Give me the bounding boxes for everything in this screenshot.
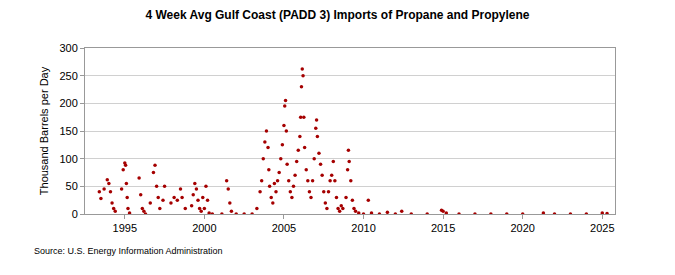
svg-text:150: 150: [59, 125, 77, 137]
svg-text:1995: 1995: [113, 222, 137, 234]
svg-text:4 Week Avg Gulf Coast (PADD 3): 4 Week Avg Gulf Coast (PADD 3) Imports o…: [145, 8, 529, 22]
svg-text:2010: 2010: [351, 222, 375, 234]
svg-text:2025: 2025: [590, 222, 614, 234]
svg-text:200: 200: [59, 97, 77, 109]
svg-text:300: 300: [59, 42, 77, 54]
svg-text:2005: 2005: [272, 222, 296, 234]
svg-text:100: 100: [59, 153, 77, 165]
svg-text:250: 250: [59, 70, 77, 82]
svg-text:2000: 2000: [192, 222, 216, 234]
svg-text:50: 50: [66, 180, 78, 192]
svg-text:0: 0: [72, 208, 78, 220]
svg-text:Source: U.S. Energy Informatio: Source: U.S. Energy Information Administ…: [34, 246, 223, 256]
svg-text:Thousand Barrels per Day: Thousand Barrels per Day: [38, 66, 50, 195]
svg-text:2015: 2015: [431, 222, 455, 234]
svg-text:2020: 2020: [510, 222, 534, 234]
